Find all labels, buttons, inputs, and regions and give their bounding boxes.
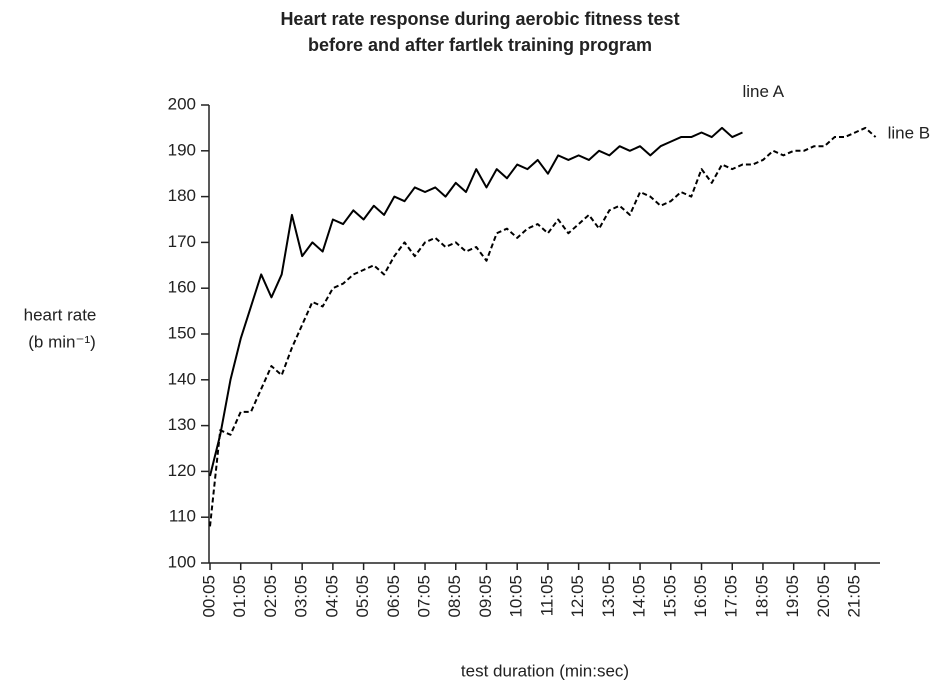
y-tick-label: 130: [168, 415, 196, 434]
x-tick-label: 14:05: [630, 575, 649, 618]
y-tick-label: 180: [168, 186, 196, 205]
x-tick-label: 07:05: [415, 575, 434, 618]
x-axis-label: test duration (min:sec): [461, 661, 629, 680]
x-tick-label: 05:05: [353, 575, 372, 618]
x-tick-label: 06:05: [384, 575, 403, 618]
x-tick-label: 18:05: [752, 575, 771, 618]
chart-title: before and after fartlek training progra…: [308, 35, 652, 55]
chart-title: Heart rate response during aerobic fitne…: [280, 9, 679, 29]
x-tick-label: 01:05: [230, 575, 249, 618]
x-tick-label: 11:05: [537, 575, 556, 616]
y-tick-label: 160: [168, 278, 196, 297]
x-tick-label: 19:05: [783, 575, 802, 618]
x-tick-label: 21:05: [845, 575, 864, 618]
x-tick-label: 16:05: [691, 575, 710, 618]
series-label: line A: [742, 82, 784, 101]
x-tick-label: 12:05: [568, 575, 587, 618]
y-tick-label: 110: [169, 507, 196, 526]
x-tick-label: 20:05: [814, 575, 833, 618]
x-tick-label: 03:05: [292, 575, 311, 618]
y-tick-label: 150: [168, 323, 196, 342]
series-line: [209, 126, 743, 477]
y-axis-label: (b min⁻¹): [28, 332, 96, 351]
x-tick-label: 13:05: [599, 575, 618, 618]
x-tick-label: 10:05: [507, 575, 526, 618]
x-tick-label: 02:05: [261, 575, 280, 618]
x-tick-label: 04:05: [322, 575, 341, 618]
x-tick-label: 09:05: [476, 575, 495, 618]
x-tick-label: 15:05: [660, 575, 679, 618]
y-axis-label: heart rate: [24, 305, 97, 324]
y-tick-label: 120: [168, 461, 196, 480]
x-tick-label: 08:05: [445, 575, 464, 618]
y-tick-label: 140: [168, 369, 196, 388]
y-tick-label: 200: [168, 94, 196, 113]
y-tick-label: 170: [168, 232, 196, 251]
x-tick-label: 00:05: [199, 575, 218, 618]
series-line: [209, 126, 877, 527]
series-label: line B: [888, 124, 931, 143]
x-tick-label: 17:05: [722, 575, 741, 618]
y-tick-label: 190: [168, 140, 196, 159]
y-tick-label: 100: [168, 552, 196, 571]
